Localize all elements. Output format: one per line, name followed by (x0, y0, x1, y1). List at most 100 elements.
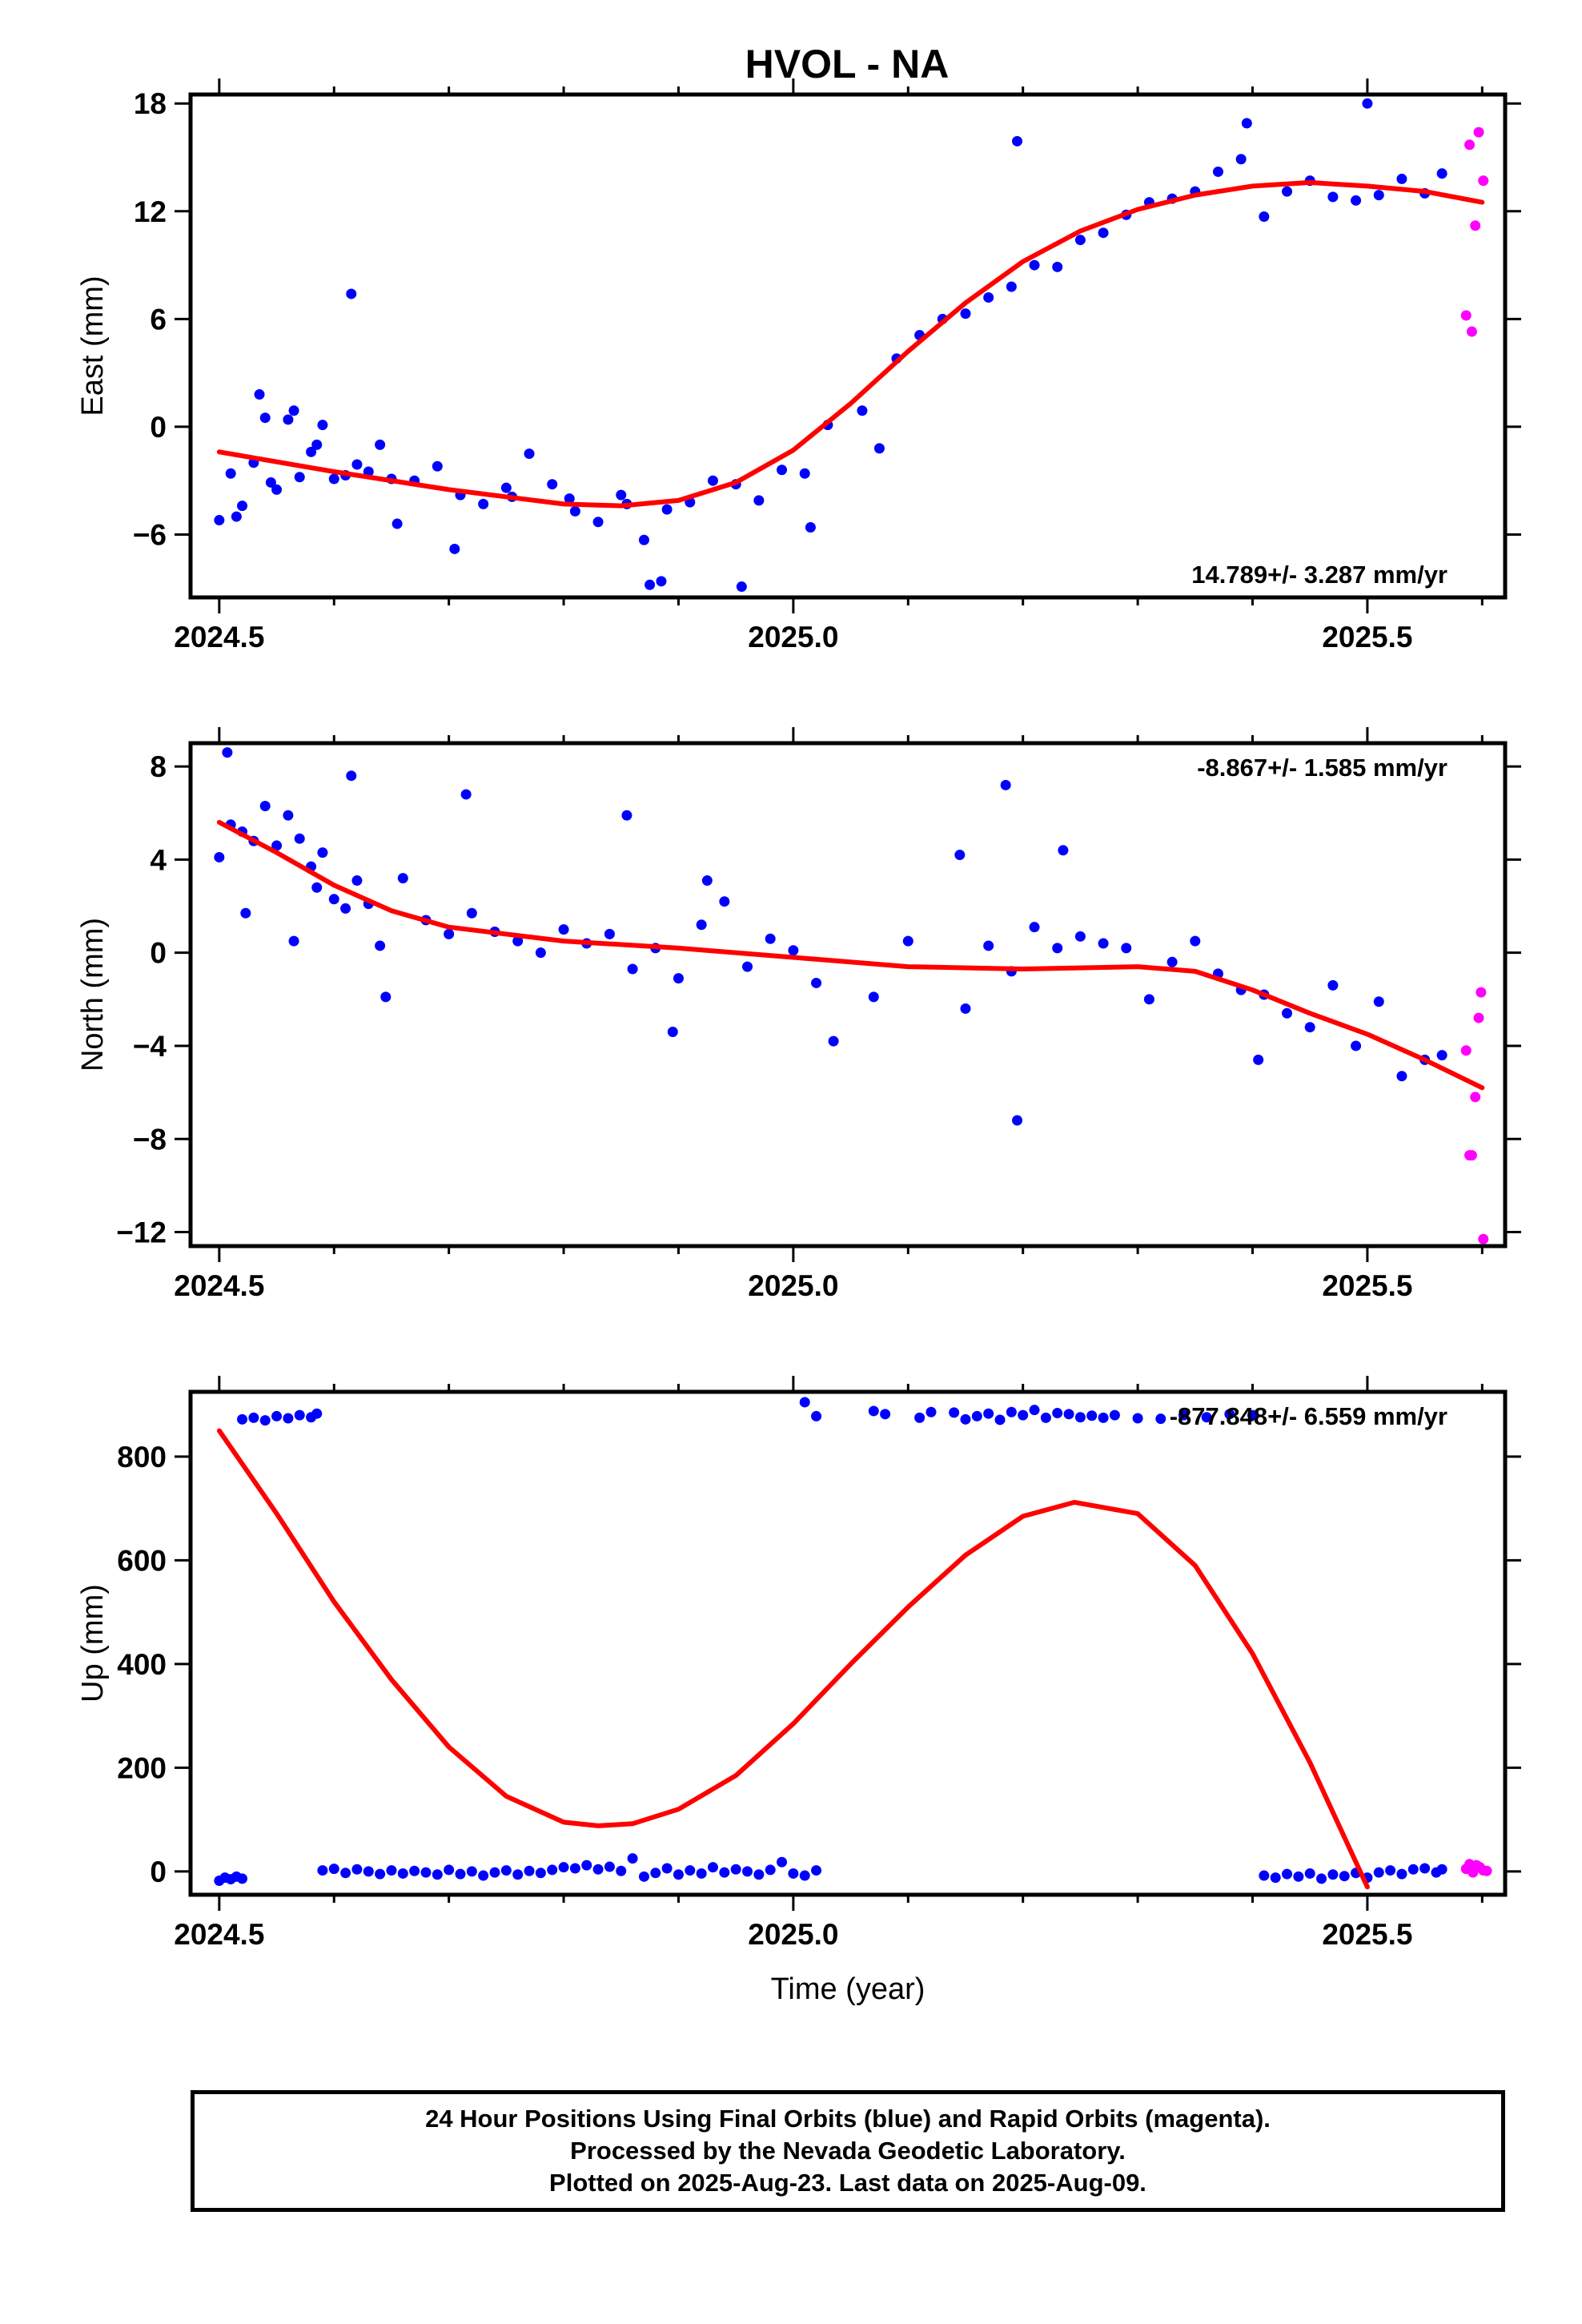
east-final-orbit-point (656, 576, 667, 587)
north-final-orbit-point (466, 907, 477, 919)
north-rapid-orbit-point (1466, 1150, 1477, 1161)
east-final-orbit-point (1362, 98, 1373, 109)
east-final-orbit-point (616, 489, 627, 501)
up-final-orbit-point (811, 1410, 822, 1421)
up-final-orbit-point (1201, 1412, 1212, 1423)
east-final-orbit-point (254, 389, 265, 400)
up-x-tick-label: 2025.0 (748, 1918, 838, 1951)
east-final-orbit-point (391, 518, 403, 529)
up-y-tick-label: 800 (117, 1441, 167, 1474)
north-final-orbit-point (701, 875, 713, 887)
up-final-orbit-point (971, 1410, 982, 1421)
up-final-orbit-point (1155, 1413, 1166, 1425)
north-x-tick-label: 2025.5 (1322, 1269, 1412, 1302)
north-final-orbit-point (380, 991, 391, 1003)
north-rate-text: -8.867+/- 1.585 mm/yr (1197, 754, 1447, 782)
up-final-orbit-point (707, 1862, 718, 1873)
up-final-orbit-point (638, 1871, 649, 1882)
up-plot-frame (188, 1389, 1508, 1897)
north-final-orbit-point (1396, 1071, 1407, 1082)
north-rapid-orbit-point (1473, 1012, 1484, 1023)
east-final-orbit-point (225, 468, 236, 479)
north-final-orbit-point (328, 894, 339, 905)
east-final-orbit-point (1396, 173, 1407, 184)
north-final-orbit-point (719, 896, 730, 907)
east-final-orbit-point (1241, 118, 1252, 129)
east-final-orbit-point (214, 515, 225, 526)
up-final-orbit-point (960, 1413, 971, 1425)
east-final-orbit-point (736, 581, 747, 593)
north-final-orbit-point (222, 747, 233, 758)
up-final-orbit-point (719, 1867, 730, 1878)
east-final-orbit-point (1436, 168, 1447, 179)
north-final-orbit-point (828, 1035, 839, 1047)
north-final-orbit-point (444, 928, 455, 939)
east-rapid-orbit-point (1464, 139, 1476, 151)
up-final-orbit-point (1407, 1864, 1419, 1875)
north-panel: 2024.5 2025.0 2025.5 −12 −8 −4 0 4 8 North (mm) -8… (76, 727, 1521, 1302)
up-final-orbit-point (363, 1866, 374, 1877)
east-final-orbit-point (524, 448, 535, 460)
up-final-orbit-point (311, 1408, 323, 1419)
up-final-orbit-point (1063, 1409, 1074, 1420)
east-x-tick-label: 2025.0 (748, 621, 838, 653)
east-plot-area (214, 98, 1489, 593)
east-final-orbit-point (753, 495, 765, 506)
up-final-orbit-point (1259, 1870, 1270, 1881)
east-final-orbit-point (265, 476, 276, 488)
north-final-orbit-point (788, 945, 799, 956)
up-final-orbit-point (1224, 1409, 1235, 1420)
north-final-orbit-point (283, 810, 294, 821)
east-y-tick-label: 0 (150, 411, 167, 444)
north-final-orbit-point (535, 947, 546, 959)
east-final-orbit-point (799, 468, 810, 479)
up-final-orbit-point (581, 1860, 592, 1871)
up-final-orbit-point (283, 1413, 294, 1424)
north-final-orbit-point (1052, 943, 1063, 954)
east-x-tick-label: 2025.5 (1322, 621, 1412, 653)
up-final-orbit-point (500, 1865, 512, 1876)
up-final-orbit-point (1074, 1412, 1086, 1423)
up-final-orbit-point (1247, 1409, 1259, 1421)
north-final-orbit-point (512, 935, 524, 947)
east-final-orbit-point (1074, 235, 1086, 246)
east-final-orbit-point (271, 484, 283, 495)
up-final-orbit-point (535, 1868, 546, 1879)
east-final-orbit-point (873, 443, 885, 454)
east-x-tick-label: 2024.5 (174, 621, 264, 653)
east-y-tick-label: 12 (134, 195, 167, 228)
up-final-orbit-point (248, 1412, 259, 1423)
east-final-orbit-point (306, 446, 317, 457)
east-rapid-orbit-point (1460, 310, 1472, 321)
up-model-line (216, 1428, 1370, 1890)
east-final-orbit-point (351, 459, 363, 470)
east-final-orbit-point (328, 473, 339, 485)
east-y-tick-label: −6 (133, 519, 167, 552)
up-final-orbit-point (1396, 1868, 1407, 1880)
north-final-orbit-point (1029, 922, 1040, 933)
up-final-orbit-point (1018, 1409, 1029, 1421)
north-x-tick-label: 2025.0 (748, 1269, 838, 1302)
north-final-orbit-point (460, 789, 472, 800)
east-final-orbit-point (1006, 281, 1017, 292)
up-final-orbit-point (983, 1408, 994, 1419)
up-final-orbit-point (466, 1866, 477, 1877)
up-final-orbit-point (811, 1865, 822, 1876)
east-final-orbit-point (569, 505, 580, 517)
up-final-orbit-point (409, 1865, 420, 1876)
east-final-orbit-point (500, 482, 512, 493)
up-final-orbit-point (420, 1867, 432, 1878)
east-final-orbit-point (1282, 186, 1293, 197)
north-final-orbit-point (271, 840, 283, 851)
north-y-axis-label: North (mm) (76, 918, 110, 1072)
east-final-orbit-point (547, 479, 558, 490)
north-final-orbit-point (1373, 996, 1384, 1007)
up-rate-text: -877.848+/- 6.559 mm/yr (1170, 1402, 1447, 1430)
north-final-orbit-point (811, 977, 822, 988)
east-panel: 2024.5 2025.0 2025.5 −6 0 6 12 18 East (mm) 14.78… (76, 78, 1521, 653)
up-final-orbit-point (742, 1866, 753, 1877)
east-final-orbit-point (311, 439, 323, 450)
north-final-orbit-point (1121, 943, 1132, 954)
up-final-orbit-point (1132, 1413, 1143, 1424)
north-final-orbit-point (604, 928, 615, 939)
